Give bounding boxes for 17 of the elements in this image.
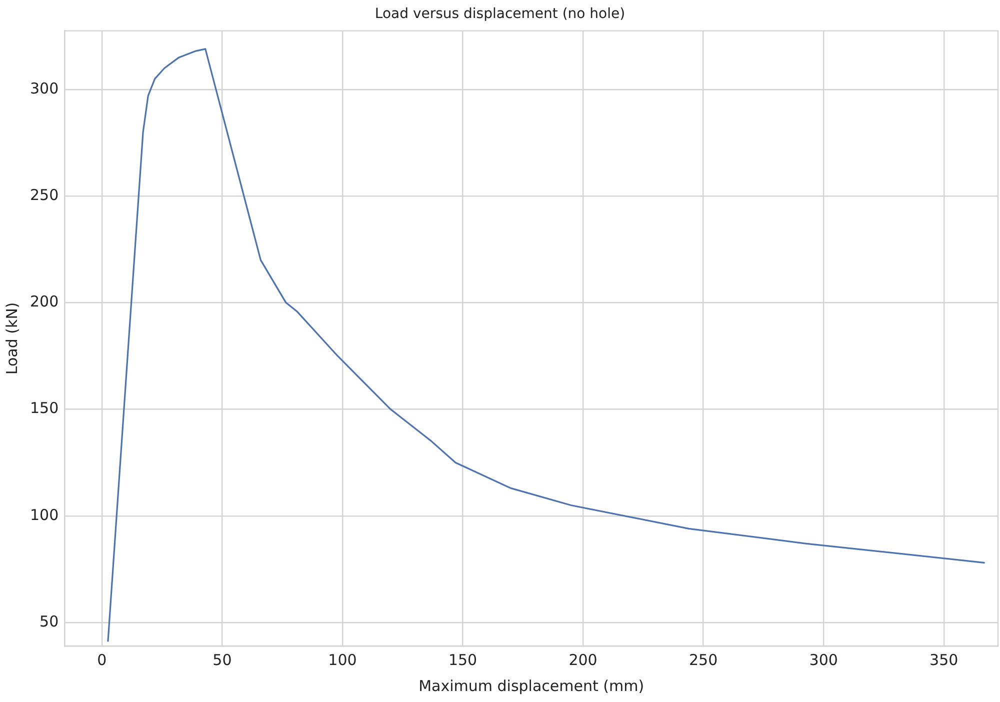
y-tick-label: 300 xyxy=(30,79,59,98)
y-tick-label: 100 xyxy=(30,506,59,524)
x-axis-title: Maximum displacement (mm) xyxy=(418,676,644,695)
x-tick-label: 200 xyxy=(568,650,598,669)
x-tick-label: 150 xyxy=(448,650,478,669)
x-tick-label: 250 xyxy=(688,650,718,669)
y-tick-label: 50 xyxy=(40,612,59,630)
y-tick-label: 250 xyxy=(30,186,59,204)
x-tick-label: 100 xyxy=(328,650,357,669)
y-tick-label: 150 xyxy=(30,399,59,418)
y-tick-label: 200 xyxy=(30,292,59,311)
x-tick-label: 0 xyxy=(97,650,107,669)
x-tick-label: 350 xyxy=(930,650,958,669)
y-axis-title: Load (kN) xyxy=(2,302,21,375)
x-tick-label: 50 xyxy=(212,650,232,669)
chart-title: Load versus displacement (no hole) xyxy=(374,6,626,22)
x-tick-label: 300 xyxy=(809,650,838,669)
